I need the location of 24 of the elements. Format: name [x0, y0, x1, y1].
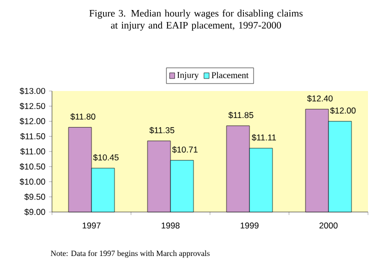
y-tick-label: $11.00 [20, 148, 46, 155]
y-tick-label: $13.00 [20, 88, 46, 94]
data-label: $10.45 [93, 154, 119, 161]
y-tick-label: $11.50 [20, 132, 46, 140]
y-tick-label: $10.00 [20, 178, 46, 186]
data-label: $11.11 [252, 134, 276, 141]
y-tick-label: $9.50 [24, 193, 46, 200]
chart-title: Figure 3. Median hourly wages for disabling claims at injury and EAIP placement, 1997-2000 [89, 10, 303, 31]
y-tick-label: $12.50 [20, 102, 46, 110]
data-label: $12.00 [330, 107, 356, 114]
y-tick-label: $9.00 [24, 208, 46, 216]
data-label: $11.35 [149, 126, 174, 134]
x-tick-label: 2000 [320, 222, 338, 229]
data-label: $11.80 [70, 113, 96, 120]
x-tick-label: 1998 [162, 222, 180, 229]
x-tick-label: 1997 [82, 222, 100, 229]
legend-label: Placement [212, 72, 249, 78]
data-label: $10.71 [172, 146, 198, 154]
x-tick-label: 1999 [240, 222, 259, 229]
y-tick-label: $12.00 [20, 118, 46, 125]
data-label: $12.40 [307, 95, 333, 102]
y-tick-label: $10.50 [20, 163, 46, 170]
data-label: $11.85 [228, 112, 254, 119]
legend-label: Injury [177, 72, 199, 80]
